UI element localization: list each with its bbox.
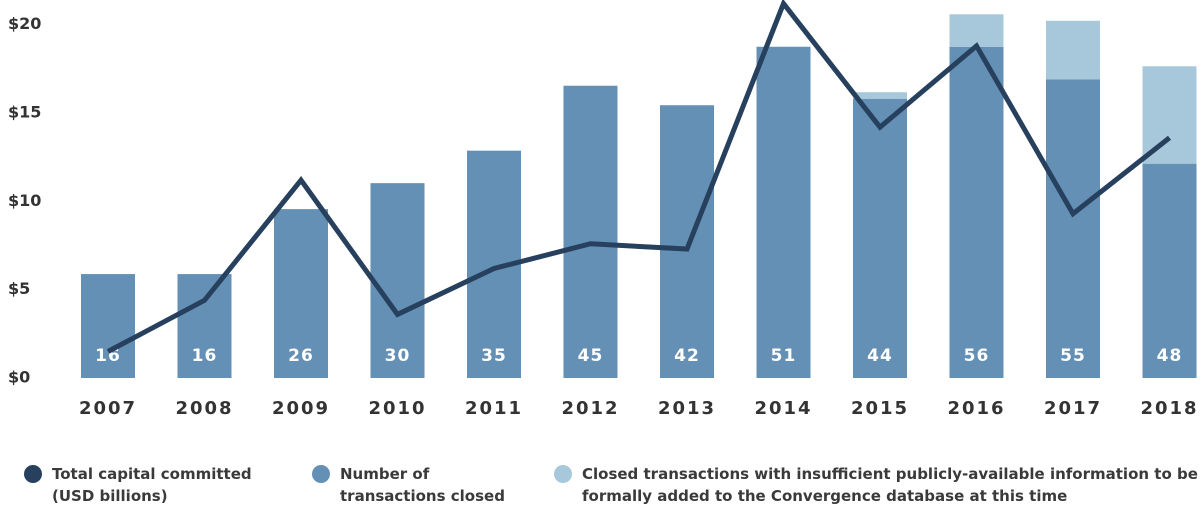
bar — [81, 274, 135, 378]
legend-item: Total capital committed (USD billions) — [24, 463, 284, 507]
legend-item: Closed transactions with insufficient pu… — [554, 463, 1204, 507]
bar-label: 30 — [385, 346, 411, 366]
bar — [1046, 20, 1100, 80]
bar-label: 42 — [674, 346, 700, 366]
y-tick-label: $5 — [8, 279, 30, 298]
bar — [563, 85, 618, 378]
chart: $0 $5 $10 $15 $20 2007 2008 2009 2010 2011 2012 201… — [8, 0, 1198, 419]
bar — [370, 183, 425, 378]
bar — [949, 46, 1004, 379]
bar — [1142, 66, 1197, 164]
bar-label: 26 — [288, 346, 314, 366]
x-tick-label: 2009 — [272, 398, 330, 419]
bar-label: 56 — [964, 346, 990, 366]
y-tick-label: $0 — [8, 368, 30, 387]
y-tick-label: $15 — [8, 103, 41, 122]
bar — [853, 98, 907, 378]
x-tick-label: 2011 — [465, 398, 523, 419]
legend-swatch — [312, 465, 330, 483]
x-tick-label: 2008 — [175, 398, 233, 419]
bar — [949, 14, 1004, 47]
x-tick-label: 2013 — [658, 398, 716, 419]
bar — [1046, 79, 1100, 378]
bar — [853, 92, 907, 99]
x-tick-label: 2012 — [561, 398, 619, 419]
bar — [274, 209, 328, 378]
y-tick-label: $10 — [8, 191, 41, 210]
x-tick-label: 2016 — [947, 398, 1005, 419]
bar — [1142, 163, 1197, 378]
bar-label: 48 — [1157, 346, 1183, 366]
legend-swatch — [24, 465, 42, 483]
legend-label: Closed transactions with insufficient pu… — [582, 465, 1198, 505]
line — [106, 0, 1172, 354]
x-tick-label: 2017 — [1044, 398, 1102, 419]
x-tick-label: 2007 — [79, 398, 137, 419]
legend-swatch — [554, 465, 572, 483]
bar-label: 45 — [578, 346, 604, 366]
bar — [177, 274, 232, 378]
x-tick-label: 2018 — [1140, 398, 1198, 419]
legend-item: Number of transactions closed — [312, 463, 512, 507]
bar — [660, 105, 714, 378]
x-tick-label: 2014 — [754, 398, 812, 419]
bar — [756, 46, 811, 379]
bar-label: 44 — [867, 346, 893, 366]
x-tick-label: 2010 — [368, 398, 426, 419]
bar-label: 16 — [192, 346, 218, 366]
legend-label: Number of transactions closed — [340, 465, 505, 505]
legend-label: Total capital committed (USD billions) — [52, 465, 252, 505]
bar-label: 35 — [481, 346, 507, 366]
bar-label: 51 — [771, 346, 797, 366]
bar-label: 55 — [1060, 346, 1086, 366]
x-tick-label: 2015 — [851, 398, 909, 419]
y-tick-label: $20 — [8, 14, 41, 33]
